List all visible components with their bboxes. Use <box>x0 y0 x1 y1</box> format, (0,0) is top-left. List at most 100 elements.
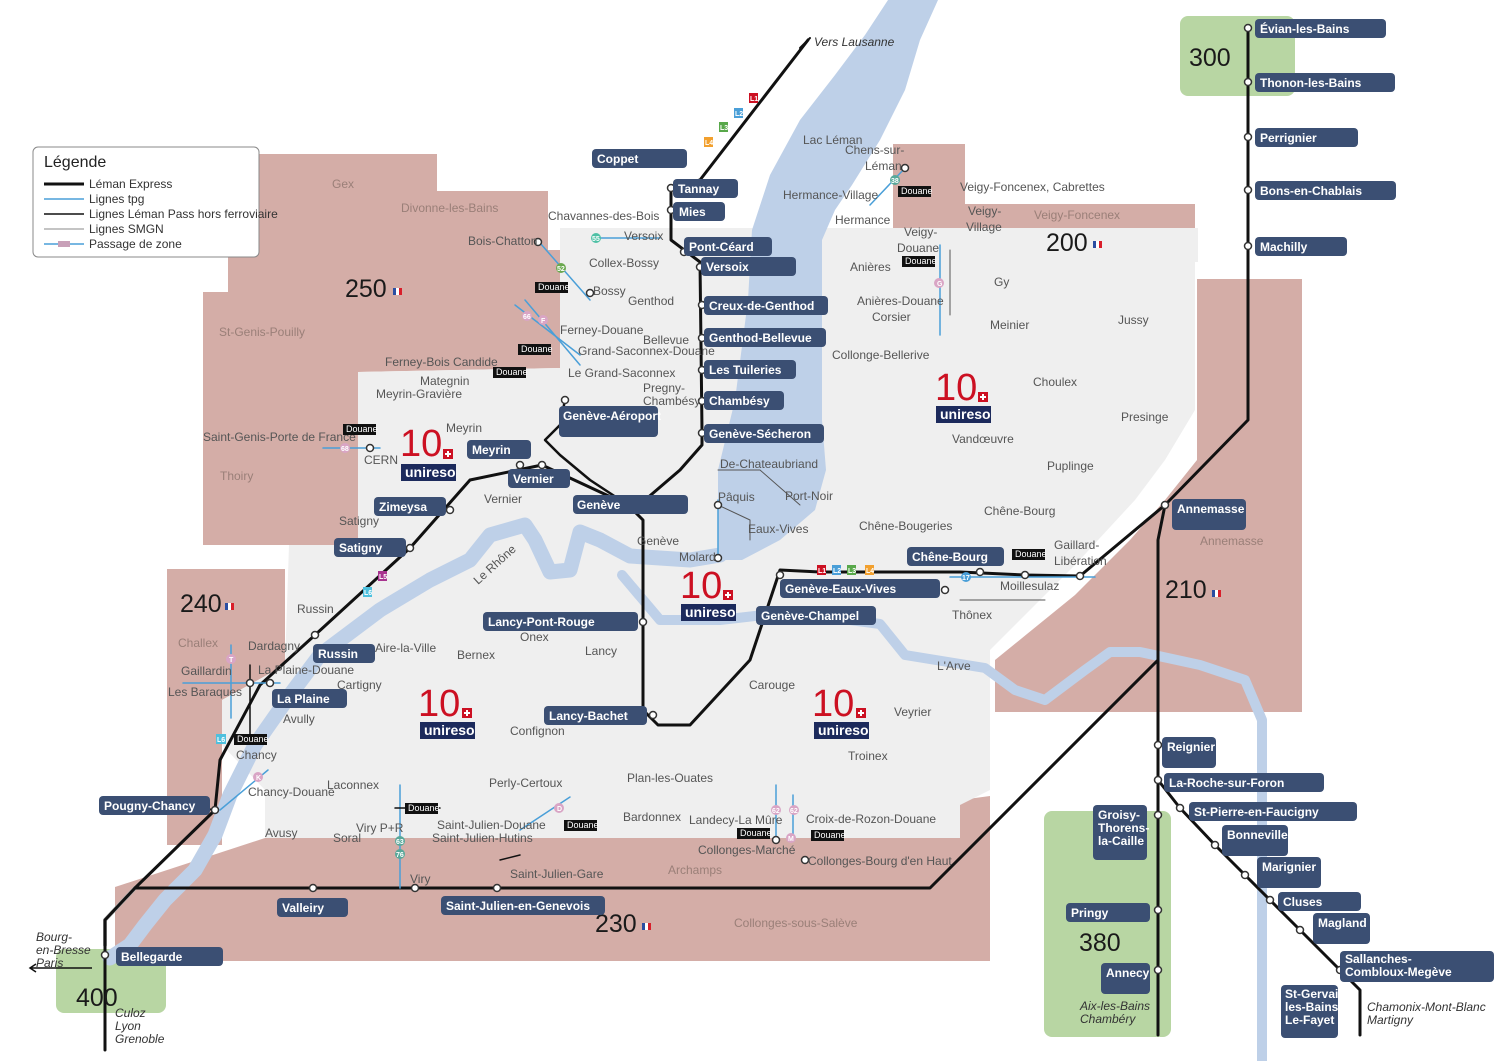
station-bonneville[interactable]: Bonneville <box>1222 825 1288 856</box>
station-magland[interactable]: Magland <box>1313 913 1370 944</box>
badge-l4-ev: L4 <box>865 565 874 575</box>
station-geneve-eaux-vives[interactable]: Genève-Eaux-Vives <box>780 579 940 598</box>
douane-label: Douane <box>493 367 528 378</box>
lake-leman <box>718 0 938 560</box>
douane-label: Douane <box>535 282 570 293</box>
station-st-pierre[interactable]: St-Pierre-en-Faucigny <box>1189 802 1357 821</box>
station-geneve-aeroport[interactable]: Genève-Aéroport <box>559 406 661 437</box>
svg-text:Chêne-Bougeries: Chêne-Bougeries <box>859 519 952 533</box>
station-russin[interactable]: Russin <box>313 644 375 663</box>
station-zimeysa[interactable]: Zimeysa <box>374 497 446 516</box>
svg-text:De-Chateaubriand: De-Chateaubriand <box>720 457 818 471</box>
station-sallanches[interactable]: Sallanches-Combloux-Megève <box>1340 951 1494 982</box>
svg-text:66: 66 <box>523 314 531 321</box>
svg-text:Bons-en-Chablais: Bons-en-Chablais <box>1260 184 1362 198</box>
station-geneve-secheron[interactable]: Genève-Sécheron <box>704 424 824 443</box>
station-pougny-chancy[interactable]: Pougny-Chancy <box>99 796 210 815</box>
station-pringy[interactable]: Pringy <box>1066 903 1150 922</box>
station-genthod-bellevue[interactable]: Genthod-Bellevue <box>704 328 826 347</box>
svg-text:Genève-Aéroport: Genève-Aéroport <box>563 409 661 423</box>
station-lancy-pont-rouge[interactable]: Lancy-Pont-Rouge <box>483 612 638 631</box>
legend-item-lex: Léman Express <box>89 177 172 191</box>
arve-river <box>617 570 1267 1061</box>
zone-numbers: 250 240 230 200 210 300 380 400 <box>76 44 1231 1012</box>
svg-text:Cluses: Cluses <box>1283 895 1323 909</box>
svg-text:Douane: Douane <box>521 344 553 354</box>
svg-text:Veigy-: Veigy- <box>904 225 937 239</box>
station-groisy[interactable]: Groisy-Thorens-la-Caille <box>1093 805 1149 860</box>
station-annemasse[interactable]: Annemasse <box>1172 499 1246 530</box>
svg-text:unireso: unireso <box>685 604 736 620</box>
svg-text:Chambésy: Chambésy <box>709 394 770 408</box>
svg-text:Mies: Mies <box>679 205 706 219</box>
svg-text:La-Roche-sur-Foron: La-Roche-sur-Foron <box>1169 776 1284 790</box>
svg-text:Collonge-Bellerive: Collonge-Bellerive <box>832 348 930 362</box>
station-coppet[interactable]: Coppet <box>592 149 687 168</box>
svg-text:St-Genis-Pouilly: St-Genis-Pouilly <box>219 325 305 339</box>
station-pont-ceard[interactable]: Pont-Céard <box>684 237 772 256</box>
svg-text:Bellevue: Bellevue <box>643 333 689 347</box>
svg-text:Genève-Eaux-Vives: Genève-Eaux-Vives <box>785 582 897 596</box>
unireso-badge-3: 10 unireso <box>680 565 736 621</box>
svg-text:Landecy-La Mûre: Landecy-La Mûre <box>689 813 783 827</box>
station-creux-de-genthod[interactable]: Creux-de-Genthod <box>704 296 828 315</box>
station-thonon[interactable]: Thonon-les-Bains <box>1255 73 1395 92</box>
douane-label: Douane <box>737 828 772 839</box>
svg-text:Russin: Russin <box>318 647 358 661</box>
station-satigny[interactable]: Satigny <box>334 538 406 557</box>
svg-text:Valleiry: Valleiry <box>282 901 324 915</box>
station-evian[interactable]: Évian-les-Bains <box>1255 19 1386 38</box>
station-chambesy[interactable]: Chambésy <box>704 391 784 410</box>
svg-text:Martigny: Martigny <box>1367 1013 1414 1027</box>
svg-text:Thorens-: Thorens- <box>1098 821 1149 835</box>
station-meyrin[interactable]: Meyrin <box>467 440 531 459</box>
station-perrignier[interactable]: Perrignier <box>1255 128 1358 147</box>
svg-text:Presinge: Presinge <box>1121 410 1169 424</box>
svg-text:Saint-Julien-Gare: Saint-Julien-Gare <box>510 867 604 881</box>
svg-text:Lancy-Pont-Rouge: Lancy-Pont-Rouge <box>488 615 595 629</box>
svg-text:F: F <box>541 318 546 325</box>
station-versoix[interactable]: Versoix <box>701 257 796 276</box>
legend-item-lemanpass: Lignes Léman Pass hors ferroviaire <box>89 207 278 221</box>
svg-text:Combloux-Megève: Combloux-Megève <box>1345 965 1452 979</box>
lex-line-geneve-bellegarde <box>103 463 630 1052</box>
station-reignier[interactable]: Reignier <box>1162 737 1216 768</box>
svg-text:en-Bresse: en-Bresse <box>36 943 91 957</box>
station-st-gervais[interactable]: St-Gervais-les-Bains-Le-Fayet <box>1281 985 1349 1038</box>
station-geneve-champel[interactable]: Genève-Champel <box>756 606 876 625</box>
station-bellegarde[interactable]: Bellegarde <box>116 947 223 966</box>
station-cluses[interactable]: Cluses <box>1278 892 1361 911</box>
station-mies[interactable]: Mies <box>673 202 725 221</box>
station-lancy-bachet[interactable]: Lancy-Bachet <box>544 706 647 725</box>
station-vernier[interactable]: Vernier <box>508 469 570 488</box>
svg-text:62: 62 <box>790 808 798 815</box>
svg-text:Versoix: Versoix <box>624 229 663 243</box>
station-la-roche[interactable]: La-Roche-sur-Foron <box>1164 773 1324 792</box>
station-bons[interactable]: Bons-en-Chablais <box>1255 181 1396 200</box>
station-tannay[interactable]: Tannay <box>673 179 738 198</box>
svg-text:Pringy: Pringy <box>1071 906 1109 920</box>
svg-text:G: G <box>937 281 943 288</box>
station-les-tuileries[interactable]: Les Tuileries <box>704 360 796 379</box>
svg-text:Aire-la-Ville: Aire-la-Ville <box>375 641 436 655</box>
svg-text:Cartigny: Cartigny <box>337 678 382 692</box>
svg-text:Lancy-Bachet: Lancy-Bachet <box>549 709 628 723</box>
svg-text:Anières: Anières <box>850 260 891 274</box>
svg-text:Évian-les-Bains: Évian-les-Bains <box>1260 21 1350 36</box>
svg-text:Gy: Gy <box>994 275 1009 289</box>
svg-text:K: K <box>256 775 261 782</box>
zone-240-number: 240 <box>180 590 222 618</box>
station-annecy[interactable]: Annecy <box>1101 963 1150 994</box>
svg-text:Saint-Julien-Hutins: Saint-Julien-Hutins <box>432 831 533 845</box>
station-valleiry[interactable]: Valleiry <box>277 898 348 917</box>
station-la-plaine[interactable]: La Plaine <box>272 689 347 708</box>
station-chene-bourg[interactable]: Chêne-Bourg <box>907 547 1004 566</box>
station-saint-julien[interactable]: Saint-Julien-en-Genevois <box>441 896 605 915</box>
svg-text:Ferney-Douane: Ferney-Douane <box>560 323 644 337</box>
svg-text:unireso: unireso <box>818 722 869 738</box>
unireso-badge-4: 10 unireso <box>418 683 475 739</box>
station-machilly[interactable]: Machilly <box>1255 237 1347 256</box>
svg-text:L5: L5 <box>379 574 387 581</box>
station-marignier[interactable]: Marignier <box>1257 857 1321 888</box>
station-geneve[interactable]: Genève <box>573 495 688 514</box>
